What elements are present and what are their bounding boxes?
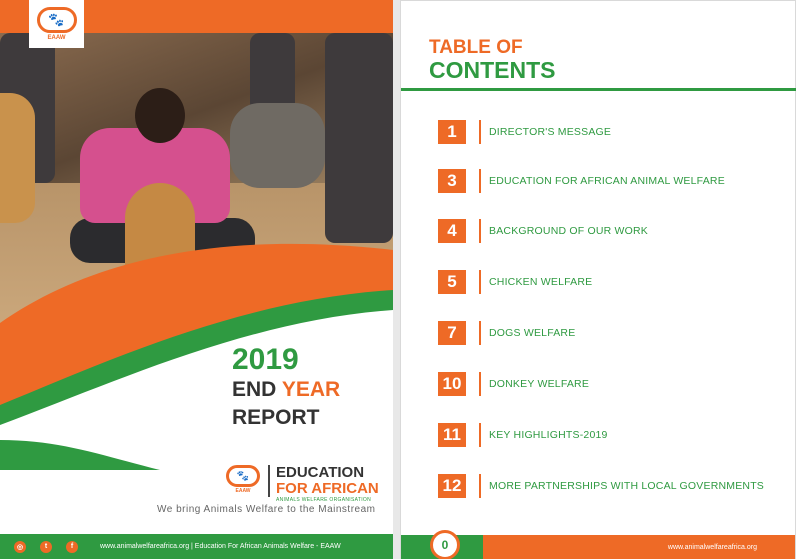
toc-entry[interactable]: 10 DONKEY WELFARE: [438, 371, 589, 397]
toc-entry[interactable]: 12 MORE PARTNERSHIPS WITH LOCAL GOVERNME…: [438, 473, 764, 499]
toc-title-line2: CONTENTS: [429, 57, 556, 83]
toc-entry-label: CHICKEN WELFARE: [489, 276, 593, 288]
toc-page-number: 5: [438, 270, 466, 294]
toc-entry-label: EDUCATION FOR AFRICAN ANIMAL WELFARE: [489, 175, 725, 187]
photo-background-person: [250, 33, 295, 113]
toc-entry[interactable]: 4 BACKGROUND OF OUR WORK: [438, 218, 648, 244]
report-title-report: REPORT: [232, 406, 320, 429]
report-cover: 🐾 EAAW 2019 END YEAR REPORT 🐾 EAAW EDUCA…: [0, 0, 393, 559]
toc-page-number: 7: [438, 321, 466, 345]
toc-entry-bar: [479, 474, 481, 498]
organisation-logo: 🐾 EAAW: [224, 465, 262, 497]
toc-entry[interactable]: 1 DIRECTOR'S MESSAGE: [438, 119, 611, 145]
toc-entry-bar: [479, 321, 481, 345]
twitter-icon[interactable]: t: [40, 540, 52, 553]
org-divider: [268, 465, 270, 497]
toc-entry[interactable]: 5 CHICKEN WELFARE: [438, 269, 592, 295]
toc-entry-label: KEY HIGHLIGHTS-2019: [489, 429, 608, 441]
photo-boy-head: [135, 88, 185, 143]
toc-entry[interactable]: 3 EDUCATION FOR AFRICAN ANIMAL WELFARE: [438, 168, 725, 194]
toc-page-number: 10: [438, 372, 466, 396]
toc-entry-label: DONKEY WELFARE: [489, 378, 590, 390]
toc-page-number: 4: [438, 219, 466, 243]
toc-entry-bar: [479, 219, 481, 243]
toc-footer-url[interactable]: www.animalwelfareafrica.org: [667, 544, 757, 551]
toc-page-number: 12: [438, 474, 466, 498]
table-of-contents-page: TABLE OF CONTENTS 1 DIRECTOR'S MESSAGE 3…: [400, 0, 796, 559]
org-name-line2: FOR AFRICAN: [276, 480, 379, 497]
white-swoosh: [0, 310, 393, 559]
photo-background-person: [325, 33, 393, 243]
toc-entry[interactable]: 7 DOGS WELFARE: [438, 320, 575, 346]
organisation-name: EDUCATION FOR AFRICAN ANIMALS WELFARE OR…: [276, 465, 379, 503]
toc-divider: [401, 88, 796, 91]
logo-text: EAAW: [47, 35, 66, 41]
toc-entry-bar: [479, 423, 481, 447]
toc-entry-bar: [479, 169, 481, 193]
organisation-logo-block: 🐾 EAAW EDUCATION FOR AFRICAN ANIMALS WEL…: [224, 465, 379, 503]
org-name-line3: ANIMALS WELFARE ORGANISATION: [276, 497, 371, 503]
toc-title: TABLE OF CONTENTS: [429, 38, 556, 82]
toc-entry-bar: [479, 270, 481, 294]
page-number-badge: 0: [430, 530, 460, 559]
toc-entry-label: DIRECTOR'S MESSAGE: [489, 126, 612, 138]
toc-entry-label: BACKGROUND OF OUR WORK: [489, 225, 648, 237]
toc-entry-label: MORE PARTNERSHIPS WITH LOCAL GOVERNMENTS: [489, 480, 765, 492]
green-lower-swoosh: [0, 440, 160, 470]
report-title-year: 2019: [232, 343, 299, 376]
title-year-word: YEAR: [281, 378, 341, 401]
org-name-line1: EDUCATION: [276, 464, 365, 481]
report-title-end-year: END YEAR: [232, 379, 340, 400]
cover-photo-boy-with-dog: [0, 33, 393, 323]
paw-icon: 🐾: [36, 7, 77, 33]
toc-title-line1: TABLE OF: [429, 37, 523, 58]
toc-page-number: 1: [438, 120, 466, 144]
tagline: We bring Animals Welfare to the Mainstre…: [157, 504, 376, 515]
photo-dog-left: [0, 93, 35, 223]
instagram-icon[interactable]: ◎: [14, 540, 26, 553]
facebook-icon[interactable]: f: [66, 540, 78, 553]
toc-entry-bar: [479, 120, 481, 144]
report-title: 2019 END YEAR REPORT: [232, 343, 340, 429]
toc-entry-bar: [479, 372, 481, 396]
photo-dog-right: [230, 103, 325, 188]
toc-entry[interactable]: 11 KEY HIGHLIGHTS-2019: [438, 422, 608, 448]
footer-contact-text: www.animalwelfareafrica.org | Education …: [100, 543, 341, 550]
org-logo-label: EAAW: [235, 488, 251, 494]
eaaw-logo: 🐾 EAAW: [29, 0, 84, 48]
page-gutter: [393, 0, 400, 559]
toc-footer: [401, 535, 795, 559]
toc-page-number: 11: [438, 423, 466, 447]
paw-icon: 🐾: [226, 465, 260, 487]
toc-entry-label: DOGS WELFARE: [489, 327, 576, 339]
toc-page-number: 3: [438, 169, 466, 193]
cover-swoosh-shapes: [0, 243, 393, 559]
cover-footer: ◎ t f www.animalwelfareafrica.org | Educ…: [0, 534, 393, 559]
title-end-word: END: [232, 378, 277, 401]
